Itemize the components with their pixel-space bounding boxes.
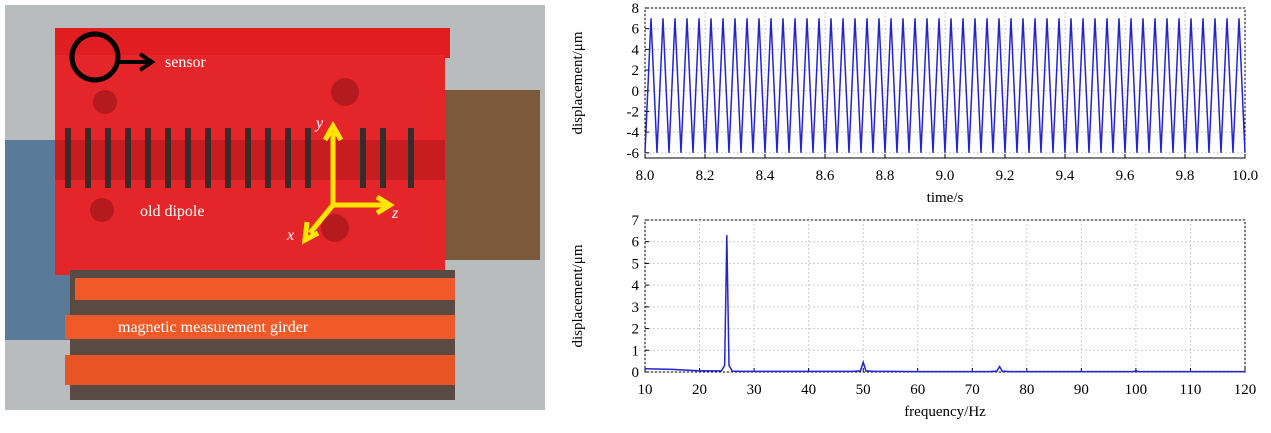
data-line: [644, 18, 1246, 153]
y-tick-label: 0: [632, 365, 640, 381]
axis-label: z: [391, 205, 399, 222]
y-tick-label: -4: [627, 125, 640, 141]
magnet-top: [55, 28, 450, 58]
x-tick-label: 10: [638, 382, 653, 398]
bolts: [65, 128, 414, 188]
y-axis-label: displacement/μm: [570, 31, 586, 134]
x-tick-label: 50: [856, 382, 871, 398]
x-tick-label: 20: [692, 382, 707, 398]
x-tick-label: 30: [747, 382, 762, 398]
x-tick-label: 9.2: [996, 168, 1015, 184]
y-tick-label: 0: [632, 84, 640, 100]
x-tick-label: 70: [965, 382, 980, 398]
x-axis-label: time/s: [927, 190, 964, 206]
x-tick-label: 60: [910, 382, 925, 398]
y-tick-label: 2: [632, 63, 640, 79]
girder-label: magnetic measurement girder: [118, 319, 309, 336]
x-tick-label: 9.8: [1176, 168, 1195, 184]
sensor-label: sensor: [165, 54, 207, 71]
x-tick-label: 8.4: [756, 168, 775, 184]
nut: [90, 198, 114, 222]
x-tick-label: 8.2: [696, 168, 715, 184]
x-tick-label: 9.0: [936, 168, 955, 184]
girder-plate: [65, 355, 455, 385]
y-tick-label: 4: [632, 278, 640, 294]
x-tick-label: 8.6: [816, 168, 835, 184]
y-tick-label: 5: [632, 256, 640, 272]
y-tick-label: -2: [627, 104, 640, 120]
sensor-marker: [69, 31, 121, 83]
y-tick-label: 1: [632, 343, 640, 359]
y-tick-label: 2: [632, 322, 640, 338]
girder-plate: [75, 278, 455, 300]
y-tick-label: 4: [632, 42, 640, 58]
nut: [331, 78, 359, 106]
coil: [440, 90, 540, 260]
data-line: [644, 235, 1245, 373]
y-tick-label: 7: [632, 213, 640, 229]
y-tick-label: 8: [632, 1, 640, 17]
nut: [93, 90, 117, 114]
y-tick-label: 6: [632, 235, 640, 251]
x-tick-label: 120: [1234, 382, 1257, 398]
y-axis-label: displacement/μm: [570, 244, 586, 347]
x-axis-label: frequency/Hz: [904, 404, 986, 420]
girder-plate: [65, 315, 455, 339]
x-tick-label: 80: [1019, 382, 1034, 398]
photo: sensor old dipole magnetic measurement g…: [5, 5, 545, 410]
x-tick-label: 9.4: [1056, 168, 1075, 184]
x-tick-label: 10.0: [1232, 168, 1258, 184]
plot-area: [644, 219, 1246, 373]
x-tick-label: 40: [801, 382, 816, 398]
sensor-arrow: [118, 52, 156, 72]
x-tick-label: 8.8: [876, 168, 895, 184]
x-tick-label: 9.6: [1116, 168, 1135, 184]
y-tick-label: 6: [632, 22, 640, 38]
nut: [321, 214, 349, 242]
coordinate-axes: [301, 120, 395, 245]
x-tick-label: 110: [1179, 382, 1201, 398]
x-tick-label: 8.0: [636, 168, 655, 184]
y-tick-label: -6: [627, 146, 640, 162]
x-tick-label: 90: [1074, 382, 1089, 398]
y-tick-label: 3: [632, 300, 640, 316]
axis-label: x: [286, 227, 294, 244]
x-tick-label: 100: [1125, 382, 1148, 398]
axis-label: y: [314, 115, 324, 132]
magnet-label: old dipole: [140, 203, 204, 220]
